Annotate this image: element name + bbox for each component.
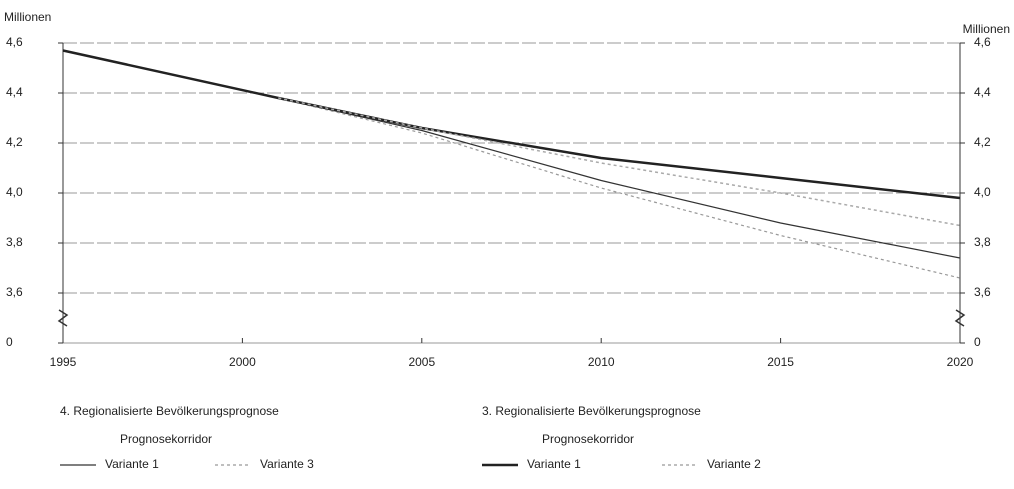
y2-tick-label: 4,2 — [974, 135, 991, 149]
legend-group-title: 4. Regionalisierte Bevölkerungsprognose — [60, 404, 279, 418]
y-tick-label: 4,0 — [6, 185, 23, 199]
y2-tick-label: 4,4 — [974, 85, 991, 99]
y2-tick-label: 0 — [974, 335, 981, 349]
legend-label: Variante 3 — [260, 457, 314, 471]
x-tick-label: 2005 — [408, 355, 435, 369]
legend-label: Variante 2 — [707, 457, 761, 471]
x-tick-label: 1995 — [50, 355, 77, 369]
y-tick-label: 3,8 — [6, 235, 23, 249]
y-tick-label: 4,2 — [6, 135, 23, 149]
legend-group-subtitle: Prognosekorridor — [542, 432, 634, 446]
y2-tick-label: 3,8 — [974, 235, 991, 249]
x-tick-label: 2000 — [229, 355, 256, 369]
y-tick-label: 4,6 — [6, 35, 23, 49]
y-tick-label: 0 — [6, 335, 13, 349]
x-tick-label: 2010 — [588, 355, 615, 369]
axis-break — [57, 309, 69, 327]
y2-axis-label: Millionen — [963, 22, 1010, 36]
legend-label: Variante 1 — [527, 457, 581, 471]
y2-tick-label: 4,6 — [974, 35, 991, 49]
legend-group-subtitle: Prognosekorridor — [120, 432, 212, 446]
series-line — [278, 97, 961, 259]
y2-tick-label: 3,6 — [974, 285, 991, 299]
x-tick-label: 2015 — [767, 355, 794, 369]
y-tick-label: 4,4 — [6, 85, 23, 99]
axis-break — [954, 309, 966, 327]
series-line — [278, 97, 961, 279]
legend-group-title: 3. Regionalisierte Bevölkerungsprognose — [482, 404, 701, 418]
y2-tick-label: 4,0 — [974, 185, 991, 199]
y-axis-label: Millionen — [4, 10, 51, 24]
series-line — [62, 49, 961, 200]
legend-label: Variante 1 — [105, 457, 159, 471]
x-tick-label: 2020 — [947, 355, 974, 369]
y-tick-label: 3,6 — [6, 285, 23, 299]
series-line — [278, 97, 961, 227]
